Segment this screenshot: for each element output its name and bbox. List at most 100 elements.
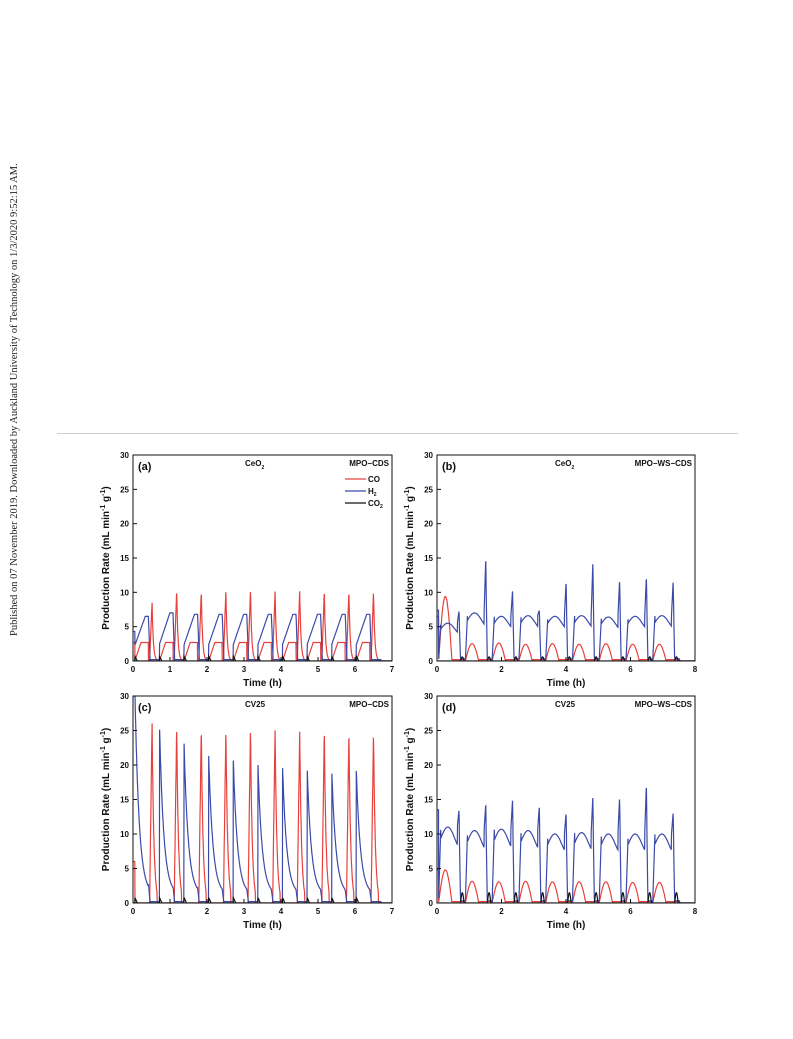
y-axis-unit-g: g (101, 737, 112, 746)
plot-frame (132, 695, 393, 904)
y-tick-label: 30 (424, 451, 433, 460)
y-tick-label: 25 (424, 485, 433, 494)
y-tick-label: 10 (120, 588, 129, 597)
y-tick-label: 30 (424, 692, 433, 701)
chart-panel-2: 0 5 10 15 20 25 30 0 2 4 6 8 Time (h) Production Rate… (404, 451, 698, 689)
x-tick-label: 3 (242, 665, 247, 674)
x-tick-label: 5 (316, 665, 321, 674)
y-axis-exp2: -1 (404, 490, 411, 496)
x-tick-label: 6 (353, 907, 358, 916)
x-tick-label: 6 (628, 907, 633, 916)
x-axis-label: Time (h) (243, 678, 282, 689)
y-tick-label: 25 (120, 727, 129, 736)
y-tick-label: 20 (424, 520, 433, 529)
legend-label-text: H (368, 487, 374, 496)
x-tick-label: 4 (564, 665, 569, 674)
legend-label: CO2 (368, 499, 383, 510)
chart-panel-3: 0 5 10 15 20 25 30 0 1 2 3 4 5 6 7 Time (h) Production R… (100, 692, 395, 931)
y-tick-label: 25 (120, 485, 129, 494)
y-tick-label: 0 (429, 899, 434, 908)
y-tick-label: 30 (120, 451, 129, 460)
y-axis-label-text: Production Rate (mL min (405, 752, 416, 871)
x-axis-label: Time (h) (547, 920, 586, 931)
y-axis-close: ) (101, 486, 112, 489)
x-tick-label: 7 (390, 907, 395, 916)
y-axis-exp1: -1 (404, 505, 411, 511)
y-tick-label: 5 (429, 865, 434, 874)
y-axis-label-text: Production Rate (mL min (101, 752, 112, 871)
y-tick-label: 15 (424, 554, 433, 563)
y-axis-close: ) (405, 728, 416, 731)
x-tick-label: 4 (279, 907, 284, 916)
co-series-line (133, 591, 392, 661)
y-axis-label-text: Production Rate (mL min (405, 511, 416, 630)
x-tick-label: 2 (499, 907, 504, 916)
y-axis-label-text: Production Rate (mL min (101, 511, 112, 630)
y-axis-close: ) (101, 728, 112, 731)
x-tick-label: 2 (205, 665, 210, 674)
co-series-line (437, 869, 695, 903)
y-tick-label: 25 (424, 727, 433, 736)
x-tick-label: 8 (693, 665, 698, 674)
material-title-sub: 2 (571, 465, 574, 471)
material-title-sub: 2 (261, 465, 264, 471)
y-axis-label: Production Rate (mL min-1 g-1) (404, 728, 416, 871)
y-tick-label: 5 (125, 865, 130, 874)
material-title: CV25 (555, 700, 576, 709)
y-tick-label: 0 (429, 657, 434, 666)
x-tick-label: 1 (168, 907, 173, 916)
y-axis-label: Production Rate (mL min-1 g-1) (100, 486, 112, 629)
y-tick-label: 5 (429, 623, 434, 632)
x-tick-label: 5 (316, 907, 321, 916)
h2-series-line (133, 612, 392, 661)
x-tick-label: 2 (205, 907, 210, 916)
material-title: CeO2 (555, 459, 574, 471)
legend-label-sub: 2 (380, 504, 383, 510)
x-tick-label: 6 (628, 665, 633, 674)
y-tick-label: 30 (120, 692, 129, 701)
h2-series-line (437, 787, 695, 903)
h2-series-line (437, 561, 695, 661)
y-tick-label: 15 (424, 796, 433, 805)
x-tick-label: 0 (435, 665, 440, 674)
y-tick-label: 10 (424, 830, 433, 839)
y-axis-unit-g: g (405, 737, 416, 746)
chart-panel-4: 0 5 10 15 20 25 30 0 2 4 6 8 Time (h) Production Rate… (404, 692, 698, 931)
y-axis-unit-g: g (101, 496, 112, 505)
panel-label: (b) (442, 461, 456, 473)
y-axis-exp1: -1 (404, 746, 411, 752)
y-axis-close: ) (405, 486, 416, 489)
plot-frame (436, 454, 696, 662)
x-tick-label: 6 (353, 665, 358, 674)
panel-label: (d) (442, 702, 456, 714)
y-axis-unit-g: g (405, 496, 416, 505)
y-axis-label: Production Rate (mL min-1 g-1) (404, 486, 416, 629)
y-tick-label: 20 (120, 761, 129, 770)
y-tick-label: 20 (120, 520, 129, 529)
y-tick-label: 10 (120, 830, 129, 839)
legend-label: H2 (368, 487, 377, 498)
x-tick-label: 0 (435, 907, 440, 916)
y-tick-label: 20 (424, 761, 433, 770)
header-divider (57, 433, 738, 434)
y-tick-label: 15 (120, 796, 129, 805)
y-tick-label: 5 (125, 623, 130, 632)
y-tick-label: 0 (125, 657, 130, 666)
y-axis-exp2: -1 (100, 731, 107, 737)
process-title: MPO−CDS (349, 700, 389, 709)
process-title: MPO−WS−CDS (635, 459, 693, 468)
legend-label: CO (368, 475, 380, 484)
material-title-text: CeO (245, 459, 261, 468)
x-tick-label: 4 (279, 665, 284, 674)
x-tick-label: 3 (242, 907, 247, 916)
y-axis-exp2: -1 (404, 731, 411, 737)
y-axis-label: Production Rate (mL min-1 g-1) (100, 728, 112, 871)
x-tick-label: 0 (131, 665, 136, 674)
x-axis-label: Time (h) (547, 678, 586, 689)
panel-label: (a) (138, 461, 152, 473)
x-tick-label: 8 (693, 907, 698, 916)
h2-series-line (133, 696, 392, 903)
panel-label: (c) (138, 702, 152, 714)
